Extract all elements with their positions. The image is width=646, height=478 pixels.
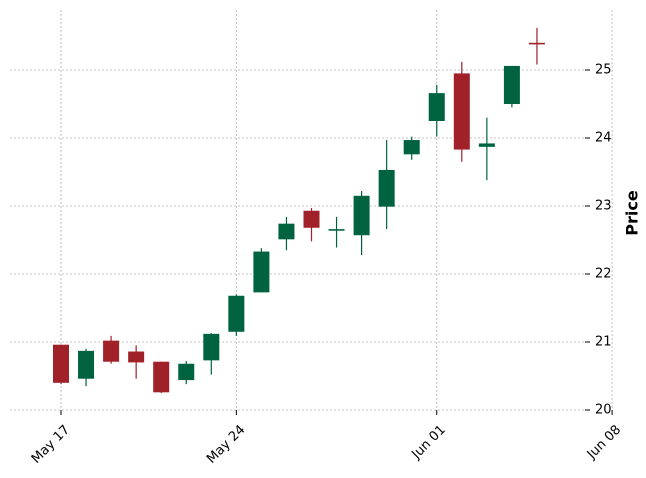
candle	[478, 117, 495, 181]
y-axis-title: Price	[623, 190, 642, 236]
candle	[528, 27, 545, 65]
y-tick-label: 25	[595, 63, 612, 78]
candle-body	[178, 363, 195, 381]
candle	[178, 361, 195, 385]
candle	[153, 361, 170, 393]
candle	[353, 191, 370, 255]
candle-body	[528, 42, 545, 45]
candle	[403, 136, 420, 160]
x-tick-label: May 17	[29, 422, 73, 466]
y-tick-label: 22	[595, 267, 612, 282]
candle-body	[278, 223, 295, 240]
y-tick-label: 23	[595, 199, 612, 214]
candle	[303, 208, 320, 242]
axes: 20 21 22 23 24 25 May 17 May 24 Jun 01 Jun 08	[29, 63, 624, 467]
x-tick-label: May 24	[204, 422, 248, 466]
candle-body	[78, 350, 95, 379]
candle	[78, 348, 95, 387]
x-tick-label: Jun 08	[584, 422, 624, 462]
candle-body	[353, 195, 370, 236]
candle-body	[128, 351, 145, 363]
candle	[253, 248, 270, 293]
candles	[53, 27, 545, 393]
candle-body	[203, 333, 220, 361]
candle	[428, 84, 445, 137]
candle	[103, 335, 120, 364]
candle-body	[503, 65, 520, 104]
candle	[278, 216, 295, 251]
candle-body	[153, 361, 170, 393]
candle-body	[303, 210, 320, 228]
candle-body	[328, 229, 345, 231]
candle-body	[403, 140, 420, 155]
candle	[503, 65, 520, 108]
y-tick-label: 24	[595, 131, 612, 146]
candle-body	[453, 73, 470, 150]
candle	[128, 345, 145, 379]
y-tick-label: 21	[595, 335, 612, 350]
candle	[328, 216, 345, 248]
y-tick-label: 20	[595, 403, 612, 418]
candle	[453, 61, 470, 162]
candle-body	[228, 295, 245, 332]
candle	[203, 333, 220, 375]
candle-body	[103, 340, 120, 362]
candle	[378, 140, 395, 230]
candle	[228, 294, 245, 336]
candle-body	[428, 93, 445, 121]
grid	[10, 10, 613, 411]
x-tick-label: Jun 01	[408, 422, 448, 462]
candle-body	[253, 251, 270, 293]
candle-body	[478, 143, 495, 147]
candle-body	[378, 169, 395, 207]
candle-body	[53, 344, 69, 383]
candle	[53, 344, 69, 385]
